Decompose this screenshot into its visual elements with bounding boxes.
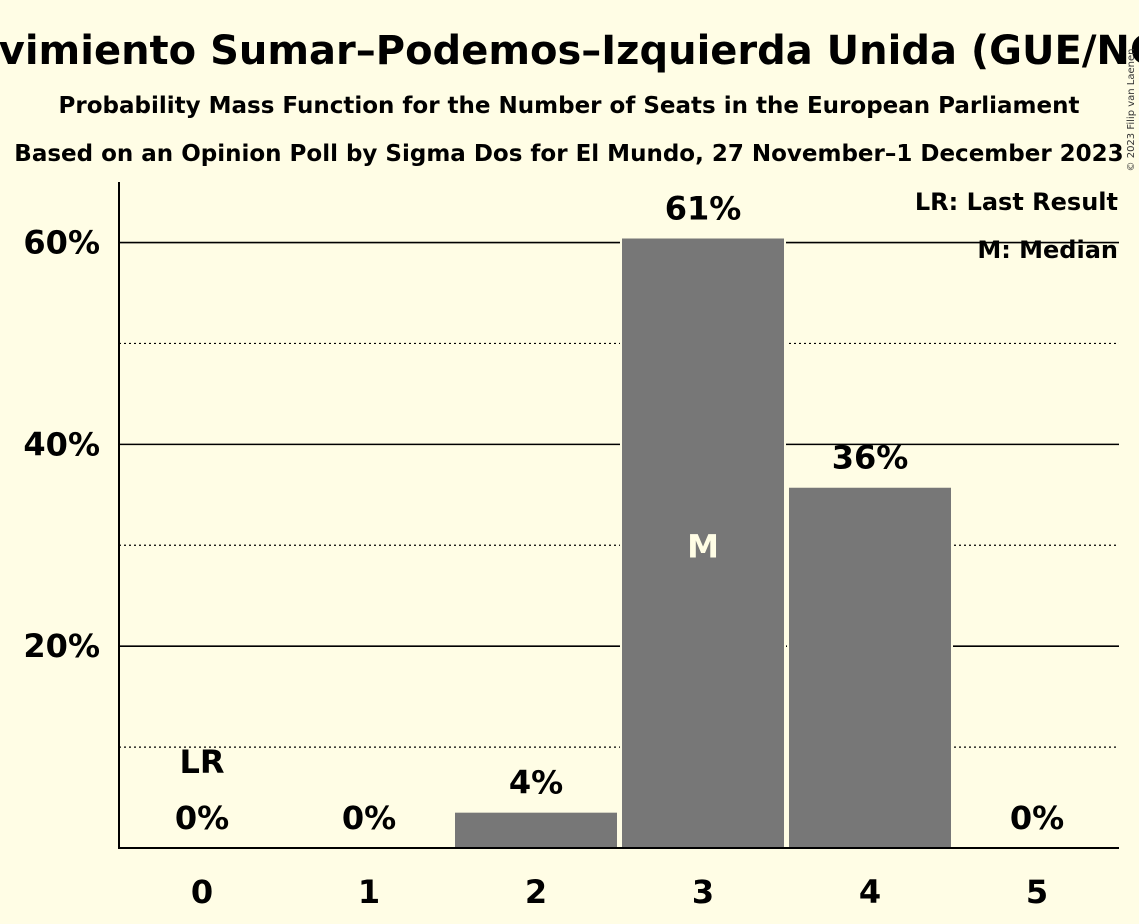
bars (453, 236, 953, 850)
legend-last-result: LR: Last Result (915, 188, 1118, 216)
last-result-marker: LR (179, 743, 224, 781)
data-labels: 0% 0% 4% 61% 36% 0% LR M (175, 190, 1064, 838)
data-label: 0% (342, 799, 396, 837)
bar (787, 485, 953, 849)
x-tick-label: 1 (358, 873, 380, 911)
x-axis-ticks: 0 1 2 3 4 5 (191, 873, 1048, 911)
data-label: 4% (509, 764, 563, 802)
y-axis-ticks: 20% 40% 60% (23, 224, 100, 666)
data-label: 0% (1010, 799, 1064, 837)
x-tick-label: 0 (191, 873, 213, 911)
gridlines (119, 241, 1119, 748)
x-tick-label: 4 (859, 873, 881, 911)
data-label: 61% (665, 190, 742, 228)
bar (453, 810, 619, 850)
x-tick-label: 2 (525, 873, 547, 911)
copyright-notice: © 2023 Filip van Laenen (1126, 49, 1137, 172)
chart-subtitle: Probability Mass Function for the Number… (59, 93, 1080, 119)
y-tick-label: 60% (23, 224, 100, 262)
median-marker: M (687, 527, 719, 565)
data-label: 0% (175, 799, 229, 837)
data-label: 36% (832, 439, 909, 477)
x-tick-label: 5 (1026, 873, 1048, 911)
chart-subtitle-poll: Based on an Opinion Poll by Sigma Dos fo… (14, 141, 1123, 167)
y-tick-label: 40% (23, 425, 100, 463)
x-tick-label: 3 (692, 873, 714, 911)
legend-median: M: Median (977, 236, 1118, 264)
y-tick-label: 20% (23, 627, 100, 665)
chart-title: Movimiento Sumar–Podemos–Izquierda Unida… (0, 28, 1139, 74)
